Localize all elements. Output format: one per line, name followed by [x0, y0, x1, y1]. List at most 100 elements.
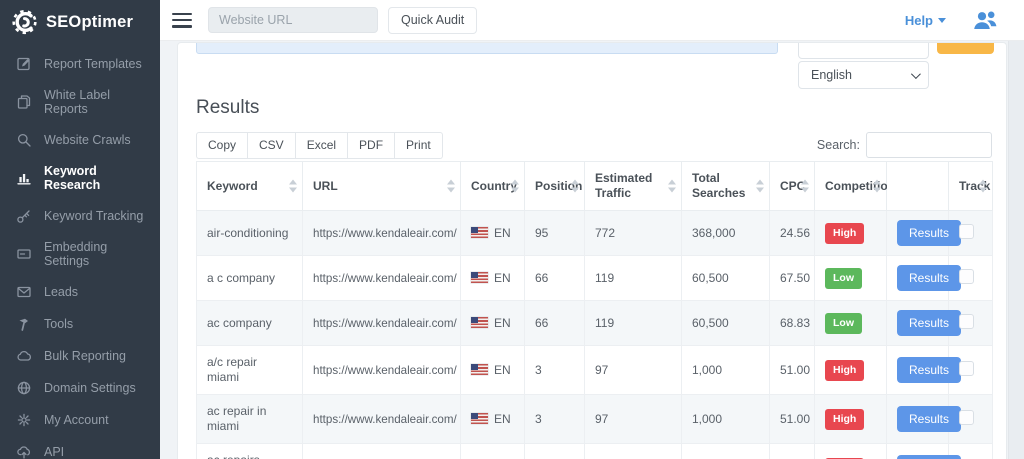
competition-badge: Low [825, 312, 862, 334]
table-header-row: Keyword URL Country Position Estimated Traff… [196, 161, 993, 211]
bulk-reporting-icon [16, 348, 32, 364]
col-header-country[interactable]: Country [460, 161, 525, 211]
sidebar-item-tools[interactable]: Tools [0, 308, 160, 340]
track-checkbox[interactable] [959, 313, 974, 329]
sort-icon [873, 179, 881, 193]
results-button[interactable]: Results [897, 406, 962, 432]
col-header-cpc[interactable]: CPC [769, 161, 815, 211]
keyword-input-partial[interactable] [196, 43, 778, 54]
website-url-input[interactable] [208, 7, 378, 33]
col-header-url[interactable]: URL [302, 161, 461, 211]
results-button[interactable]: Results [897, 265, 962, 291]
results-button[interactable]: Results [897, 455, 962, 459]
export-pdf-button[interactable]: PDF [348, 131, 396, 159]
sidebar: SEOptimer Report Templates White Label R… [0, 0, 160, 459]
sort-icon [447, 179, 455, 193]
sidebar-item-label: My Account [44, 413, 109, 427]
col-header-total-searches[interactable]: Total Searches [681, 161, 770, 211]
export-excel-button[interactable]: Excel [295, 131, 349, 159]
sidebar-item-embedding-settings[interactable]: Embedding Settings [0, 232, 160, 276]
cell-position: 66 [524, 255, 585, 301]
sort-icon [289, 179, 297, 193]
results-button[interactable]: Results [897, 310, 962, 336]
cell-cpc: 51.00 [769, 443, 815, 459]
cell-keyword: ac company [196, 300, 303, 346]
cell-competition: High [814, 394, 887, 444]
cell-url: https://www.kendaleair.com/ [302, 210, 461, 256]
sidebar-item-report-templates[interactable]: Report Templates [0, 48, 160, 80]
research-button-partial[interactable] [937, 43, 994, 54]
sidebar-item-bulk-reporting[interactable]: Bulk Reporting [0, 340, 160, 372]
export-csv-button[interactable]: CSV [248, 131, 296, 159]
results-table: Keyword URL Country Position Estimated Traff… [196, 161, 993, 459]
sidebar-item-api[interactable]: API [0, 436, 160, 459]
country-select-partial[interactable] [798, 43, 929, 59]
seoptimer-gear-icon [12, 9, 38, 35]
brand-logo[interactable]: SEOptimer [0, 0, 160, 42]
api-icon [16, 444, 32, 459]
sort-icon [571, 179, 579, 193]
cell-estimated-traffic: 772 [584, 210, 682, 256]
sidebar-item-keyword-research[interactable]: Keyword Research [0, 156, 160, 200]
cell-total-searches: 368,000 [681, 210, 770, 256]
cell-country: EN [460, 300, 525, 346]
sidebar-item-domain-settings[interactable]: Domain Settings [0, 372, 160, 404]
content-area: English Results Copy CSV Excel PDF Print Sea… [160, 41, 1024, 459]
sidebar-item-label: Domain Settings [44, 381, 136, 395]
results-button[interactable]: Results [897, 220, 962, 246]
cell-total-searches: 1,000 [681, 443, 770, 459]
cell-estimated-traffic: 119 [584, 255, 682, 301]
cell-total-searches: 1,000 [681, 394, 770, 444]
export-print-button[interactable]: Print [395, 131, 443, 159]
sidebar-item-leads[interactable]: Leads [0, 276, 160, 308]
sidebar-item-label: Website Crawls [44, 133, 131, 147]
search-input[interactable] [866, 132, 992, 158]
sort-icon [668, 179, 676, 193]
sidebar-item-label: Keyword Tracking [44, 209, 144, 223]
cell-total-searches: 60,500 [681, 255, 770, 301]
col-header-estimated-traffic[interactable]: Estimated Traffic [584, 161, 682, 211]
cell-url: https://www.kendaleair.com/ [302, 300, 461, 346]
col-header-track[interactable]: Track [948, 161, 993, 211]
track-checkbox[interactable] [959, 360, 974, 376]
results-button[interactable]: Results [897, 357, 962, 383]
us-flag-icon [471, 412, 488, 424]
sidebar-item-label: Report Templates [44, 57, 142, 71]
cell-cpc: 24.56 [769, 210, 815, 256]
sidebar-item-my-account[interactable]: My Account [0, 404, 160, 436]
quick-audit-button[interactable]: Quick Audit [388, 6, 478, 34]
track-checkbox[interactable] [959, 268, 974, 284]
vertical-scrollbar[interactable] [1008, 41, 1024, 459]
sort-icon [979, 179, 987, 193]
cell-estimated-traffic: 119 [584, 300, 682, 346]
hamburger-menu-icon[interactable] [172, 12, 192, 28]
track-checkbox[interactable] [959, 409, 974, 425]
report-templates-icon [16, 56, 32, 72]
embedding-settings-icon [16, 246, 32, 262]
cell-country: EN [460, 443, 525, 459]
sort-icon [756, 179, 764, 193]
help-dropdown[interactable]: Help [905, 13, 946, 28]
sidebar-item-white-label-reports[interactable]: White Label Reports [0, 80, 160, 124]
results-table-wrap: Keyword URL Country Position Estimated Traff… [196, 161, 993, 459]
table-toolbar: Copy CSV Excel PDF Print Search: [196, 131, 992, 159]
sidebar-nav: Report Templates White Label Reports Web… [0, 42, 160, 459]
sidebar-item-label: Keyword Research [44, 164, 101, 192]
cell-keyword: a/c repair miami [196, 345, 303, 395]
support-people-icon[interactable] [972, 10, 998, 30]
cell-total-searches: 1,000 [681, 345, 770, 395]
col-header-actions [886, 161, 949, 211]
cell-results: Results [886, 210, 962, 256]
sidebar-item-website-crawls[interactable]: Website Crawls [0, 124, 160, 156]
sidebar-item-keyword-tracking[interactable]: Keyword Tracking [0, 200, 160, 232]
export-copy-button[interactable]: Copy [196, 131, 249, 159]
cell-position: 95 [524, 210, 585, 256]
language-select[interactable]: English [798, 61, 929, 89]
us-flag-icon [471, 226, 488, 238]
col-header-competition[interactable]: Competition [814, 161, 895, 211]
cell-country: EN [460, 255, 525, 301]
track-checkbox[interactable] [959, 223, 974, 239]
sidebar-item-label: White Label Reports [44, 88, 111, 116]
col-header-keyword[interactable]: Keyword [196, 161, 303, 211]
col-header-position[interactable]: Position [524, 161, 585, 211]
